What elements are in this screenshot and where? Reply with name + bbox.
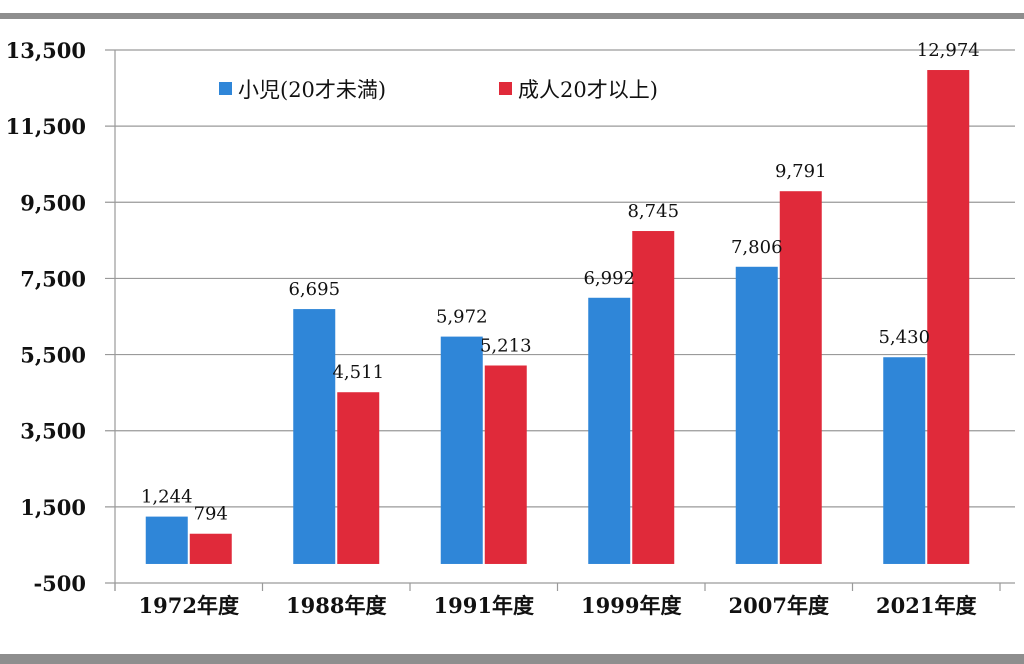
y-tick-label: -500 — [33, 571, 86, 596]
bar-child — [440, 336, 483, 564]
data-label: 7,806 — [731, 237, 783, 258]
y-tick-label: 9,500 — [20, 190, 86, 215]
data-label: 12,974 — [917, 40, 980, 61]
data-label: 9,791 — [775, 161, 827, 182]
data-label: 5,430 — [878, 327, 930, 348]
x-tick-label: 1999年度 — [581, 593, 681, 618]
bar-child — [588, 297, 631, 564]
bar-adult — [927, 70, 970, 564]
x-tick-label: 1991年度 — [434, 593, 534, 618]
legend-label-children: 小児(20才未満) — [238, 78, 386, 102]
legend: 小児(20才未満) 成人20才以上) — [219, 78, 658, 102]
data-label: 794 — [194, 504, 228, 525]
data-label: 5,213 — [480, 335, 532, 356]
data-label: 4,511 — [332, 362, 384, 383]
top-border — [0, 13, 1024, 19]
bar-adult — [779, 191, 822, 564]
bar-adult — [337, 392, 380, 564]
legend-swatch-adults — [499, 82, 512, 95]
bar-child — [735, 266, 778, 564]
x-tick-label: 2021年度 — [876, 593, 976, 618]
data-label: 1,244 — [141, 487, 193, 508]
data-label: 8,745 — [627, 201, 679, 222]
bar-adult — [189, 533, 232, 564]
legend-label-adults: 成人20才以上) — [518, 78, 658, 102]
data-label: 5,972 — [436, 307, 488, 328]
bar-adult — [632, 231, 675, 564]
y-tick-label: 13,500 — [6, 38, 86, 63]
bar-child — [883, 357, 926, 564]
data-label: 6,695 — [288, 279, 340, 300]
x-tick-label: 2007年度 — [729, 593, 829, 618]
y-tick-label: 1,500 — [20, 495, 86, 520]
bar-child — [293, 309, 336, 564]
data-label: 6,992 — [583, 268, 635, 289]
bar-child — [145, 516, 188, 564]
y-tick-label: 3,500 — [20, 419, 86, 444]
bar-adult — [484, 365, 527, 564]
y-tick-label: 5,500 — [20, 343, 86, 368]
y-tick-label: 11,500 — [6, 114, 86, 139]
x-tick-label: 1972年度 — [139, 593, 239, 618]
x-tick-label: 1988年度 — [286, 593, 386, 618]
bottom-border — [0, 654, 1024, 664]
legend-swatch-children — [219, 82, 232, 95]
y-tick-label: 7,500 — [20, 266, 86, 291]
